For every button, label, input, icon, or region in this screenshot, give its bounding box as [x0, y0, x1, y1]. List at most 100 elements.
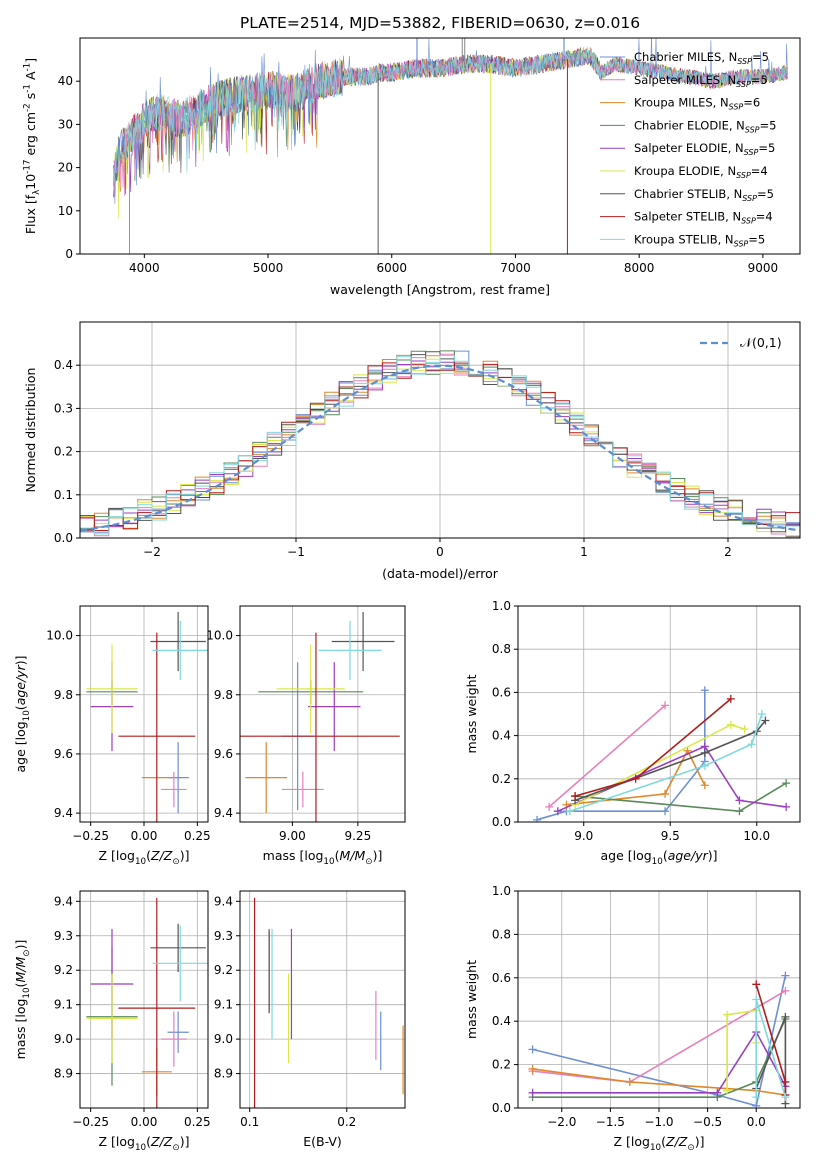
weight-line: [532, 1030, 787, 1094]
weight-series: [752, 995, 790, 1102]
weight-series: [553, 742, 791, 816]
y-tick-label: 9.4: [214, 806, 233, 820]
errorbar-point: [161, 771, 187, 808]
legend-entry: Salpeter ELODIE, NSSP=5: [634, 141, 775, 157]
y-tick-label: 8.9: [214, 1067, 233, 1081]
weight-marker: [781, 1012, 790, 1021]
y-axis-label: mass weight: [464, 960, 479, 1039]
spectrum-line: [113, 48, 788, 183]
weight-series: [571, 694, 735, 801]
mass-vs-EBV-axes: [240, 891, 405, 1108]
axes-frame: [239, 605, 406, 823]
y-tick-label: 0.4: [54, 358, 73, 372]
x-tick-label: 0.2: [337, 1115, 356, 1129]
residuals-frame: −2 −1 0 1 2 0.0 0.1 0.2 0.3 0.4 (data-model)/error…: [23, 321, 801, 581]
age-vs-Z-marks: [86, 611, 208, 822]
weight-line: [755, 999, 787, 1098]
weight-marker: [781, 1093, 790, 1102]
age-vs-Z-frame: −0.25 0.00 0.25 9.4 9.6 9.8 10.0 Z [log10(Z/Z⊙)…: [13, 605, 211, 867]
mass-vs-Z-frame: −0.25 0.00 0.25 8.9 9.0 9.1 9.2 9.3 9.4 Z [log10(…: [13, 890, 211, 1153]
x-tick-label: 2: [724, 545, 732, 559]
legend-entry: Chabrier ELODIE, NSSP=5: [634, 118, 776, 134]
x-axis-label: Z [log10(Z/Z⊙)]: [99, 848, 190, 867]
figure-title: PLATE=2514, MJD=53882, FIBERID=0630, z=0…: [240, 14, 640, 32]
legend-entry: Salpeter STELIB, NSSP=4: [634, 210, 773, 226]
weight-line: [532, 1068, 786, 1096]
y-tick-label: 0.8: [492, 927, 511, 941]
histogram-step: [80, 355, 800, 535]
weight-marker: [565, 807, 574, 816]
y-axis-label: age [log10(age/yr)]: [13, 655, 32, 772]
weight-marker: [700, 781, 709, 790]
spectrum-line: [113, 47, 788, 198]
x-tick-label: −0.5: [693, 1115, 722, 1129]
x-tick-label: 6000: [376, 261, 407, 275]
y-tick-label: 0.6: [492, 971, 511, 985]
histogram-legend: 𝒩(0,1): [700, 335, 782, 350]
weight-marker: [752, 1101, 761, 1108]
errorbar-point: [281, 771, 324, 808]
weight-marker: [735, 796, 744, 805]
weight-marker: [726, 720, 735, 729]
x-axis-label: wavelength [Angstrom, rest frame]: [330, 282, 550, 297]
weight-series: [571, 720, 749, 809]
legend-entry: Kroupa ELODIE, NSSP=4: [634, 164, 768, 180]
errorbar-point: [152, 620, 208, 680]
y-tick-label: 20: [58, 161, 73, 175]
x-tick-label: 0.0: [747, 1115, 766, 1129]
weight-line: [557, 745, 787, 812]
weight-marker: [747, 740, 756, 749]
weight-marker: [661, 701, 670, 710]
weight-vs-Z-marks: [528, 971, 790, 1108]
errorbar-point: [240, 632, 400, 822]
y-tick-label: 1.0: [492, 599, 511, 613]
weight-marker: [735, 807, 744, 816]
weight-marker: [553, 807, 562, 816]
weight-series: [533, 686, 709, 822]
y-tick-label: 9.0: [214, 1032, 233, 1046]
y-tick-label: 9.4: [54, 894, 73, 908]
y-tick-label: 9.1: [214, 998, 233, 1012]
weight-marker: [781, 971, 790, 980]
weight-marker: [723, 1086, 732, 1095]
mass-vs-Z-marks: [86, 897, 208, 1108]
weight-series: [571, 716, 770, 805]
y-tick-label: 9.4: [214, 894, 233, 908]
weight-marker: [740, 725, 749, 734]
weight-line: [569, 713, 763, 812]
legend-entry: Chabrier MILES, NSSP=5: [634, 50, 769, 66]
legend-entry: Chabrier STELIB, NSSP=5: [634, 187, 774, 203]
y-tick-label: 9.2: [54, 963, 73, 977]
weight-marker: [528, 1088, 537, 1097]
weight-marker: [545, 802, 554, 811]
y-tick-label: 9.8: [54, 688, 73, 702]
weight-line: [574, 698, 732, 797]
histogram-step: [80, 362, 800, 531]
x-tick-label: 0.1: [240, 1115, 259, 1129]
x-tick-label: −1.0: [644, 1115, 673, 1129]
weight-marker: [700, 748, 709, 757]
x-axis-label: age [log10(age/yr)]: [600, 848, 717, 867]
mass-vs-EBV-marks: [253, 897, 404, 1108]
weight-marker: [723, 1010, 732, 1019]
weight-marker: [533, 815, 542, 822]
weight-marker: [781, 1077, 790, 1086]
age-vs-mass-frame: 9.00 9.25 9.4 9.6 9.8 10.0 mass [log10(M/M⊙)]: [206, 605, 406, 867]
weight-marker: [700, 686, 709, 695]
errorbar-point: [86, 973, 138, 1064]
weight-marker: [752, 980, 761, 989]
mass-vs-Z-axes: [80, 891, 208, 1108]
y-axis-label: Normed distribution: [23, 368, 38, 493]
y-tick-label: 9.4: [54, 806, 73, 820]
errorbar-point: [245, 742, 288, 814]
weight-marker: [625, 1077, 634, 1086]
y-tick-label: 0.2: [54, 445, 73, 459]
x-tick-label: 9.5: [661, 829, 680, 843]
x-tick-label: 0.25: [184, 1115, 211, 1129]
y-tick-label: 0.6: [492, 685, 511, 699]
x-tick-label: −1.5: [596, 1115, 625, 1129]
weight-vs-age-axes: [518, 605, 800, 823]
weight-series: [545, 701, 670, 811]
weight-marker: [661, 807, 670, 816]
